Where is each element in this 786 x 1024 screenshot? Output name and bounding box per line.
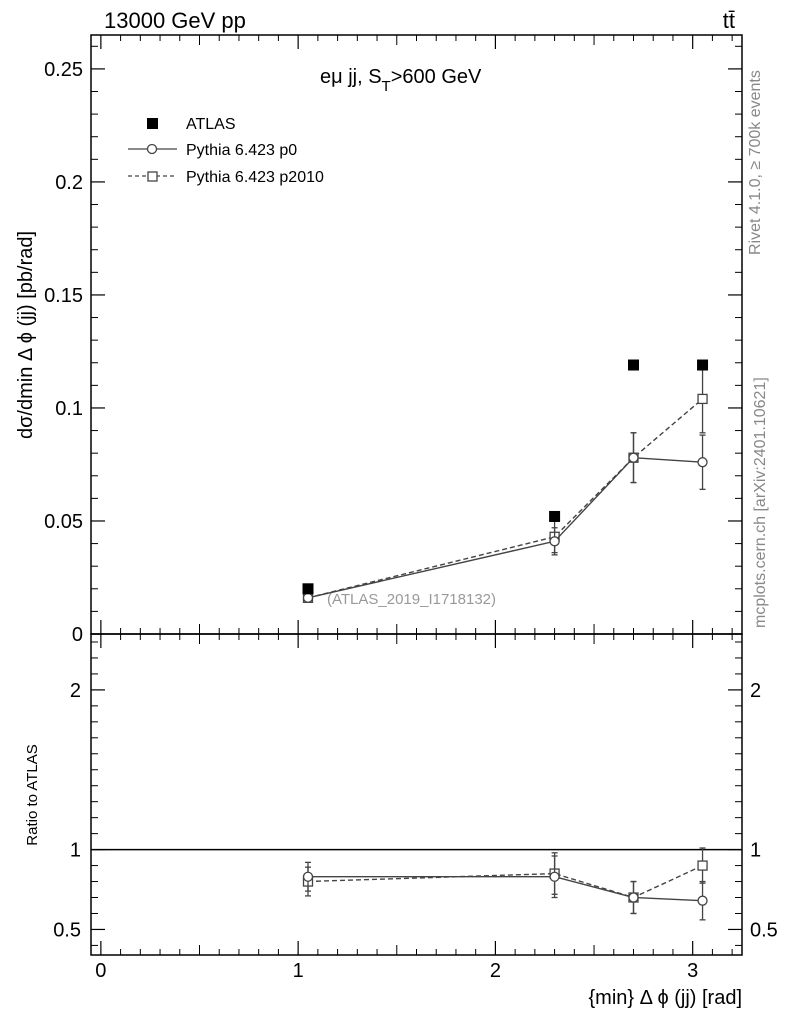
title-main: eμ jj, S: [320, 66, 382, 88]
main-y-tick-label: 0.2: [55, 172, 83, 194]
legend-p2010-marker: [147, 171, 158, 182]
legend-p0-label: Pythia 6.423 p0: [186, 142, 297, 159]
main-y-tick-label: 0.1: [55, 398, 83, 420]
main-atlas-point: [549, 510, 561, 522]
title-subscript: T: [382, 78, 391, 95]
analysis-label: (ATLAS_2019_I1718132): [327, 591, 496, 608]
x-tick-label: 0: [95, 960, 106, 982]
ratio-y-tick-label-right: 1: [750, 840, 761, 862]
main-panel: 0 0.05 0.1 0.15 0.2 0.25 dσ/dmin Δ ϕ (jj) [pb…: [15, 34, 743, 646]
main-p2010-line: [307, 398, 703, 599]
rivet-label: Rivet 4.1.0, ≥ 700k events: [747, 70, 764, 255]
ratio-y-tick-labels: 0.5 0.5 1 1 2 2: [53, 680, 778, 942]
mcplots-label: mcplots.cern.ch [arXiv:2401.10621]: [752, 377, 769, 628]
x-tick-label: 3: [687, 960, 698, 982]
ratio-panel: 0.5 0.5 1 1 2 2 0 1 2 3 Ratio to ATLAS {min} Δ ϕ…: [24, 633, 778, 1009]
main-atlas-point: [628, 359, 639, 371]
main-y-ticks: [91, 45, 742, 635]
main-y-axis-label: dσ/dmin Δ ϕ (jj) [pb/rad]: [15, 231, 37, 439]
legend-p2010-label: Pythia 6.423 p2010: [186, 169, 324, 186]
main-p0-point: [549, 536, 560, 547]
ratio-y-axis-label: Ratio to ATLAS: [24, 744, 41, 845]
main-data-layer: [302, 359, 709, 604]
ratio-p0-point: [628, 892, 639, 903]
legend: ATLAS Pythia 6.423 p0 Pythia 6.423 p2010: [128, 116, 324, 186]
ratio-p0-point: [549, 871, 560, 882]
legend-atlas-label: ATLAS: [186, 116, 236, 133]
main-p0-point: [697, 457, 708, 468]
x-tick-label: 1: [293, 960, 304, 982]
title-tail: >600 GeV: [391, 66, 482, 88]
process-label: tt̄: [723, 8, 735, 33]
ratio-frame: [90, 633, 743, 956]
main-p0-line: [307, 456, 703, 599]
legend-entry-p2010: Pythia 6.423 p2010: [128, 169, 324, 186]
chart-title: eμ jj, ST>600 GeV: [320, 66, 482, 95]
main-y-tick-label: 0.25: [44, 59, 83, 81]
ratio-p2010-line: [307, 864, 703, 899]
ratio-y-ticks: [91, 641, 742, 946]
energy-label: 13000 GeV pp: [104, 8, 246, 33]
ratio-y-tick-label-right: 0.5: [750, 919, 778, 941]
ratio-x-ticks: [100, 634, 733, 955]
main-y-tick-label: 0.05: [44, 511, 83, 533]
legend-entry-atlas: ATLAS: [147, 116, 236, 133]
ratio-p0-point: [697, 895, 708, 906]
main-p2010-point: [697, 393, 708, 405]
legend-atlas-marker: [147, 118, 158, 129]
ratio-p2010-point: [697, 860, 708, 871]
x-axis-label: {min} Δ ϕ (jj) [rad]: [589, 987, 743, 1009]
ratio-p0-line: [308, 876, 703, 902]
main-atlas-point: [302, 583, 314, 595]
ratio-p0-point: [302, 871, 314, 882]
ratio-y-tick-label-left: 0.5: [53, 919, 81, 941]
ratio-y-tick-label-left: 2: [70, 680, 81, 702]
main-p0-point: [628, 452, 639, 463]
ratio-y-tick-label-right: 2: [750, 680, 761, 702]
x-tick-labels: 0 1 2 3: [95, 960, 698, 982]
legend-entry-p0: Pythia 6.423 p0: [128, 142, 297, 159]
main-y-tick-label: 0.15: [44, 285, 83, 307]
main-atlas-point: [697, 359, 709, 371]
main-x-ticks: [100, 35, 733, 634]
main-y-tick-labels: 0 0.05 0.1 0.15 0.2 0.25: [44, 59, 83, 646]
ratio-data-layer: [302, 847, 708, 921]
ratio-y-tick-label-left: 1: [70, 840, 81, 862]
main-p0-point: [302, 592, 314, 603]
legend-p0-marker: [146, 143, 158, 155]
x-tick-label: 2: [490, 960, 501, 982]
main-y-tick-label: 0: [72, 624, 83, 646]
